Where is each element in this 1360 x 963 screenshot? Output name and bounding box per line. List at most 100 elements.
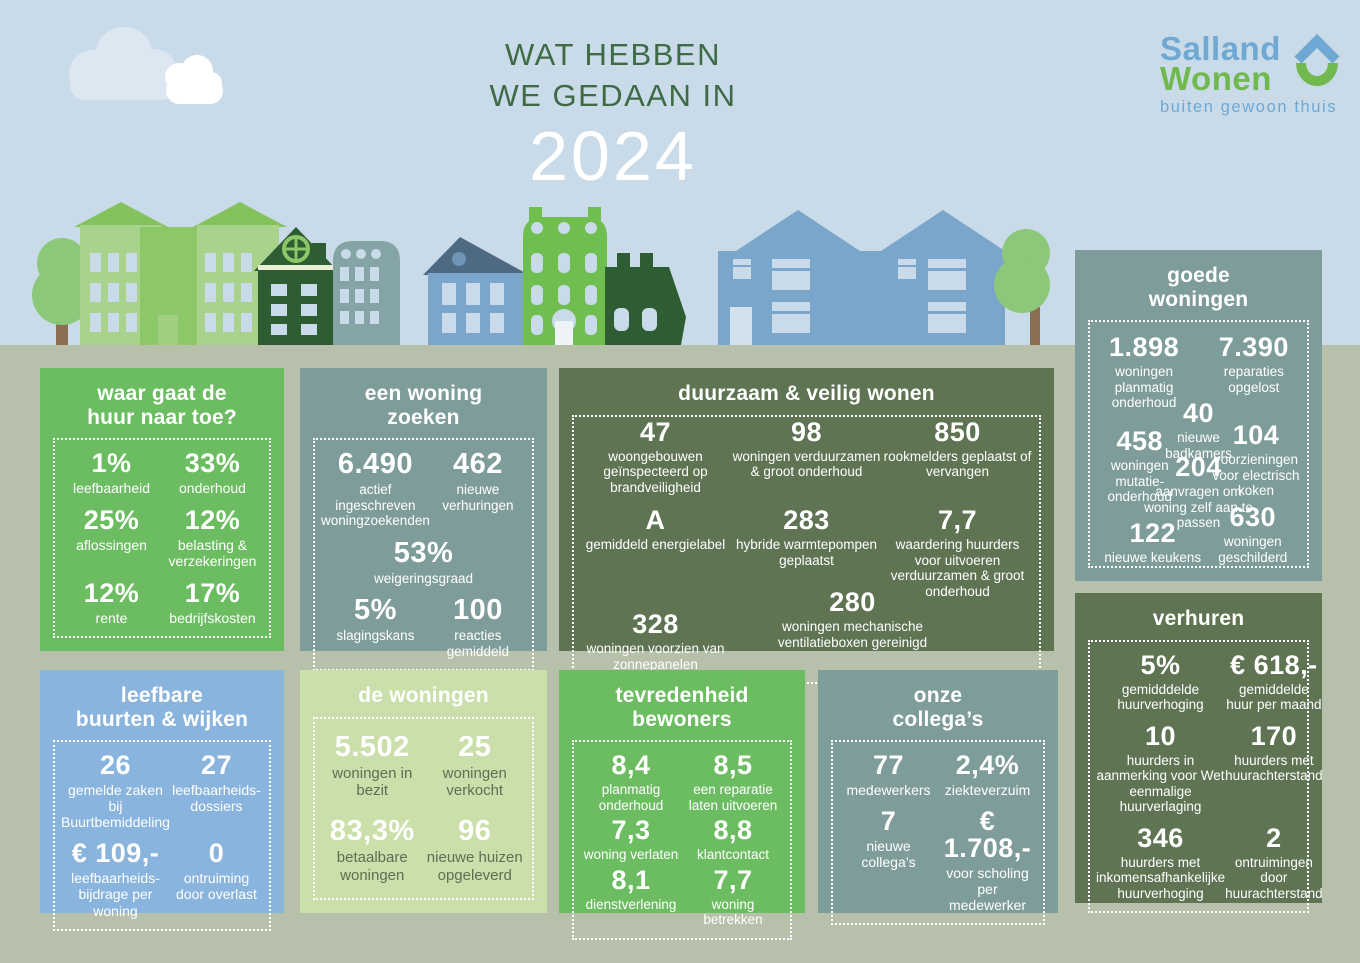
title-line-2: WE GEDAAN IN [489, 78, 737, 113]
stat-item: 462 nieuwe verhuringen [430, 450, 526, 529]
stat-value: 462 [452, 448, 503, 481]
stat-item: 33% onderhoud [162, 450, 263, 497]
stat-label: dienstverlening [585, 896, 677, 912]
stat-value: 100 [452, 594, 503, 627]
green-apartment-building [74, 202, 287, 345]
stat-value: € 109,- [71, 838, 160, 869]
stat-value: 8,1 [611, 864, 651, 895]
stat-item: 328 woningen voorzien van zonnepanelen [580, 611, 731, 672]
panel-de-woningen: de woningen 5.502 woningen in bezit 25 won… [300, 670, 547, 913]
tree-right-icon [994, 229, 1050, 345]
stat-label: onderhoud [179, 480, 246, 497]
stat-label: gemiddelde huur per maand [1226, 681, 1322, 713]
stat-value: 26 [99, 750, 131, 781]
stat-value: 458 [1116, 426, 1164, 457]
stat-label: leefbaarheid [72, 480, 151, 497]
panel-goede-woningen: goede woningen 1.898 woningen planmatig on… [1075, 250, 1322, 581]
stat-value: 1% [91, 448, 132, 479]
stat-label: voorzieningen voor electrisch koken [1212, 452, 1300, 499]
stat-label: huurders in aanmerking voor Wet eenmalig… [1096, 752, 1225, 815]
stat-label: ontruimingen door huurachterstand [1225, 854, 1323, 901]
stat-item: 7.390 reparaties opgelost [1203, 334, 1305, 395]
stats-box: 5% gemidddelde huurverhoging € 618,- gemid… [1088, 639, 1323, 914]
stats-box: 6.490 actief ingeschreven woningzoekenden… [313, 438, 534, 672]
stat-value: 96 [458, 815, 492, 848]
stat-value: 2 [1266, 822, 1282, 853]
stat-item: 26 gemelde zaken bij Buurtbemiddeling [61, 750, 170, 831]
stat-value: 1.898 [1109, 332, 1180, 363]
panel-title: goede woningen [1148, 264, 1249, 311]
teal-building [333, 241, 400, 345]
stat-item: 7,3 woning verlaten [580, 817, 682, 863]
stat-item: 53% weigeringsgraad [321, 538, 526, 587]
panel-title: leefbare buurten & wijken [75, 684, 249, 731]
stat-item: 25 woningen verkocht [424, 730, 527, 800]
stat-value: 27 [200, 750, 232, 781]
stat-value: 17% [184, 577, 241, 608]
stat-value: 7.390 [1218, 332, 1289, 363]
stat-value: 10 [1145, 720, 1177, 751]
stat-item: 7 nieuwe collega’s [839, 808, 938, 913]
stat-item: 5.502 woningen in bezit [321, 732, 424, 800]
stat-label: planmatig onderhoud [598, 782, 664, 813]
stat-item: 850 rookmelders geplaatst of vervangen [882, 416, 1033, 496]
stat-item: 283 hybride warmtepompen geplaatst [731, 507, 882, 599]
stat-label: een reparatie laten uitvoeren [688, 782, 778, 813]
stat-label: woningen voorzien van zonnepanelen [586, 641, 725, 672]
stat-value: 98 [790, 416, 823, 447]
stat-label: hybride warmtepompen geplaatst [735, 537, 878, 568]
roof-chevron-icon [1294, 33, 1340, 64]
stat-label: woningen verkocht [442, 764, 507, 799]
salland-wonen-logo: Salland Wonen buiten gewoon thuis [1160, 32, 1360, 117]
stat-value: € 1.708,- [943, 806, 1032, 864]
stat-label: gemelde zaken bij Buurtbemiddeling [61, 782, 170, 831]
stat-value: 0 [208, 838, 225, 869]
stat-label: belasting & verzekeringen [168, 536, 257, 570]
stat-label: leefbaarheids-dossiers [172, 782, 261, 815]
panel-title: waar gaat de huur naar toe? [87, 382, 237, 429]
stat-label: woning betrekken [703, 896, 763, 928]
logo-tagline: buiten gewoon thuis [1160, 98, 1338, 116]
stat-item: 12% belasting & verzekeringen [162, 506, 263, 570]
stat-label: waardering huurders voor uitvoeren verdu… [890, 537, 1025, 599]
panel-verhuren: verhuren 5% gemidddelde huurverhoging € 6… [1075, 593, 1323, 914]
stat-item: 83,3% betaalbare woningen [321, 817, 424, 884]
cloud-large-icon [69, 27, 177, 100]
stat-value: 346 [1137, 822, 1184, 853]
stat-value: 5% [353, 594, 397, 627]
cloud-small-icon [165, 55, 223, 104]
stat-value: 25% [83, 504, 140, 535]
houses-illustration [32, 202, 1050, 345]
stat-item: 2,4% ziekteverzuim [938, 750, 1037, 799]
stat-label: woningen mutatie-onderhoud [1107, 458, 1173, 505]
stat-label: aanvragen om woning zelf aan te passen [1144, 484, 1253, 531]
stat-label: leefbaarheids-bijdrage per woning [71, 870, 160, 919]
stat-item: 170 huurders met huurachterstand [1225, 722, 1323, 815]
stat-item: 204 aanvragen om woning zelf aan te passe… [1138, 454, 1260, 531]
stat-item: 458 woningen mutatie-onderhoud [1092, 428, 1187, 505]
panel-tevredenheid-bewoners: tevredenheid bewoners 8,4 planmatig onderh… [559, 670, 805, 940]
stat-item: 100 reacties gemiddeld [430, 596, 526, 659]
stat-value: 7,7 [937, 505, 978, 536]
stat-value: 25 [458, 730, 492, 763]
stat-label: slagingskans [336, 628, 415, 644]
clouds-icon [69, 27, 223, 104]
stat-item: 8,8 klantcontact [682, 817, 784, 863]
stat-value: 850 [934, 416, 981, 447]
stat-value: 122 [1129, 518, 1177, 549]
stat-item: 12% rente [61, 577, 162, 626]
stat-value: 12% [83, 577, 140, 608]
stat-item: 2 ontruimingen door huurachterstand [1225, 822, 1323, 902]
stat-value: 283 [783, 505, 830, 536]
panel-title: onze collega’s [892, 684, 984, 731]
stat-label: bedrijfskosten [169, 609, 256, 626]
stat-value: 8,4 [611, 750, 651, 781]
stats-box: 8,4 planmatig onderhoud 8,5 een reparatie … [572, 740, 792, 940]
stat-label: nieuwe verhuringen [442, 482, 514, 513]
stat-value: 2,4% [955, 750, 1020, 781]
stat-label: rookmelders geplaatst of vervangen [883, 448, 1032, 480]
poster-title: WAT HEBBEN WE GEDAAN IN 2024 [433, 34, 793, 192]
stat-label: woningen mechanische ventilatieboxen ger… [777, 619, 928, 650]
